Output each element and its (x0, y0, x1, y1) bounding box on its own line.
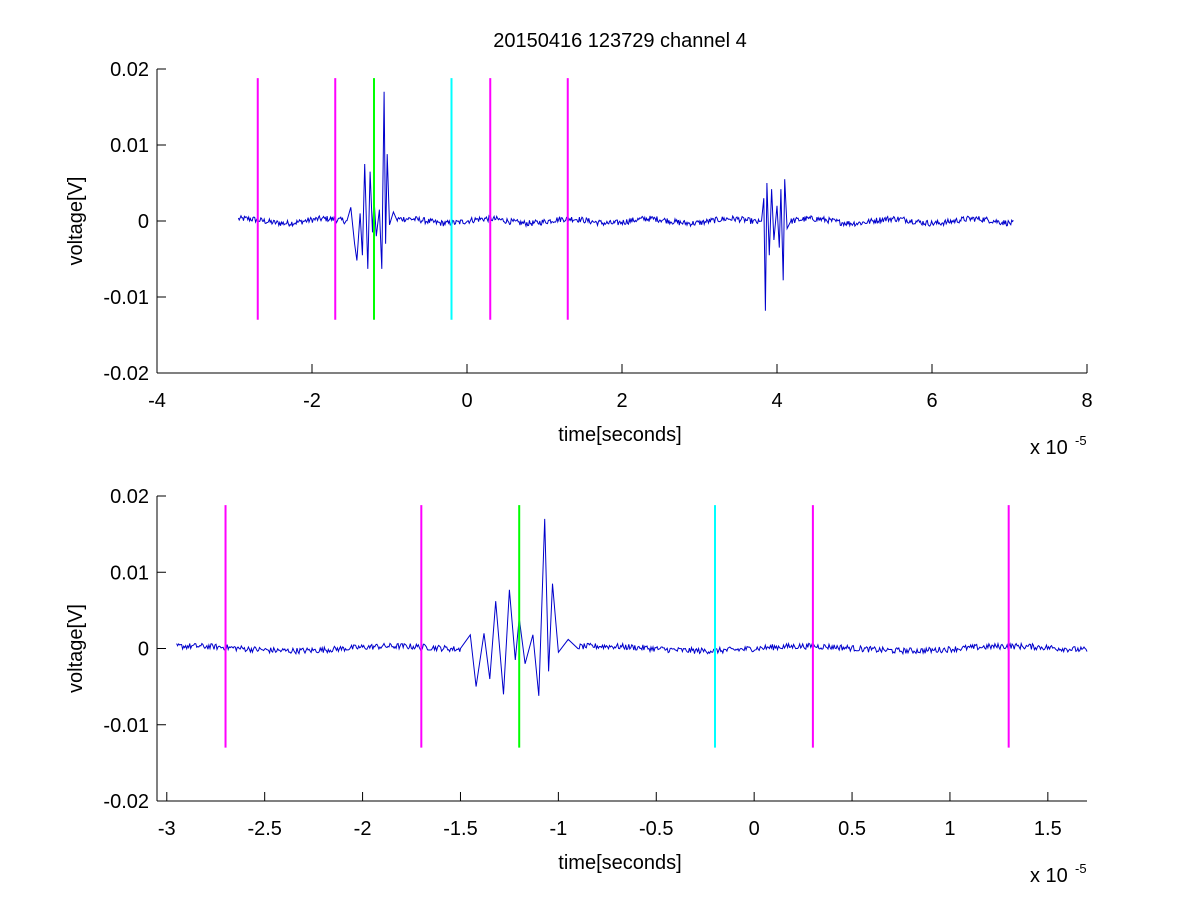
x-tick-label: 1 (944, 818, 955, 840)
y-tick-label: 0 (138, 639, 149, 661)
y-tick-label: 0.02 (110, 486, 149, 508)
y-tick-label: 0.01 (110, 562, 149, 584)
figure-title: 20150416 123729 channel 4 (493, 30, 747, 52)
y-axis-label: voltage[V] (65, 177, 87, 266)
x-tick-label: 0.5 (838, 818, 866, 840)
y-tick-label: -0.01 (103, 715, 149, 737)
x-tick-label: -0.5 (639, 818, 673, 840)
x-exponent-label: x 10 (1030, 865, 1068, 887)
x-tick-label: 0 (461, 390, 472, 412)
x-exponent-label: x 10 (1030, 437, 1068, 459)
bottom-plot: -3 -2.5 -2 -1.5 -1 -0.5 0 0.5 1 1.5 -0.02 -0.01 0 0.0… (65, 486, 1088, 887)
x-tick-label: 2 (616, 390, 627, 412)
y-tick-label: 0.02 (110, 59, 149, 81)
x-exponent-power: -5 (1075, 861, 1087, 876)
x-tick-label: 8 (1081, 390, 1092, 412)
x-tick-label: -2.5 (247, 818, 281, 840)
y-tick-label: 0 (138, 211, 149, 233)
x-tick-label: 0 (749, 818, 760, 840)
x-tick-label: 4 (771, 390, 782, 412)
x-tick-label: -1 (549, 818, 567, 840)
y-axis-label: voltage[V] (65, 604, 87, 693)
top-plot: -4 -2 0 2 4 6 8 -0.02 -0.01 0 0.01 0.02 time[seconds… (65, 59, 1093, 459)
x-tick-label: -2 (354, 818, 372, 840)
x-tick-label: 1.5 (1034, 818, 1062, 840)
y-tick-label: -0.01 (103, 287, 149, 309)
voltage-trace (237, 91, 1014, 311)
voltage-trace (176, 518, 1088, 696)
x-tick-label: -3 (158, 818, 176, 840)
x-axis-label: time[seconds] (558, 424, 681, 446)
x-axis-label: time[seconds] (558, 852, 681, 874)
x-tick-label: -4 (148, 390, 166, 412)
y-tick-label: 0.01 (110, 135, 149, 157)
x-tick-label: 6 (926, 390, 937, 412)
x-tick-label: -2 (303, 390, 321, 412)
y-tick-label: -0.02 (103, 791, 149, 813)
x-tick-label: -1.5 (443, 818, 477, 840)
x-exponent-power: -5 (1075, 433, 1087, 448)
y-tick-label: -0.02 (103, 363, 149, 385)
